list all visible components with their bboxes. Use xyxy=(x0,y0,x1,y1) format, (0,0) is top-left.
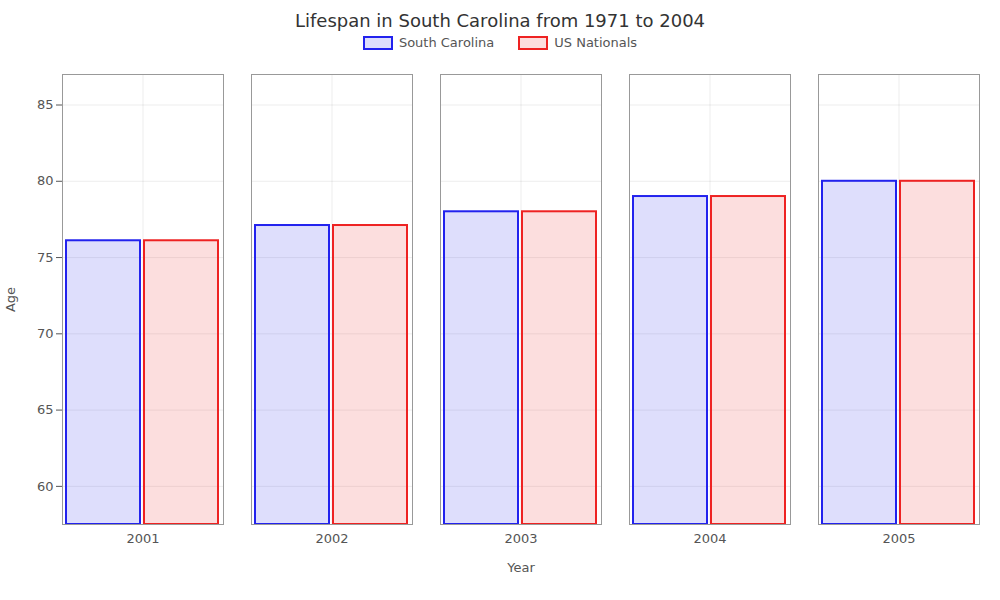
html-text:Lifespan in South Carolina fro: Lifespan in South Carolina from 1971 to … xyxy=(295,10,705,31)
svg-text:2001: 2001 xyxy=(126,531,159,546)
svg-text:85: 85 xyxy=(37,97,54,112)
svg-text:60: 60 xyxy=(37,479,54,494)
svg-text:2002: 2002 xyxy=(315,531,348,546)
svg-text:2005: 2005 xyxy=(882,531,915,546)
svg-text:70: 70 xyxy=(37,326,54,341)
svg-text:2004: 2004 xyxy=(693,531,726,546)
svg-text:65: 65 xyxy=(37,402,54,417)
svg-text:Age: Age xyxy=(3,287,18,312)
html-text:US Nationals: US Nationals xyxy=(554,35,638,50)
svg-text:75: 75 xyxy=(37,250,54,265)
svg-text:Year: Year xyxy=(506,560,535,575)
html-text:South Carolina: South Carolina xyxy=(398,35,495,50)
svg-text:2003: 2003 xyxy=(504,531,537,546)
svg-text:80: 80 xyxy=(37,173,54,188)
